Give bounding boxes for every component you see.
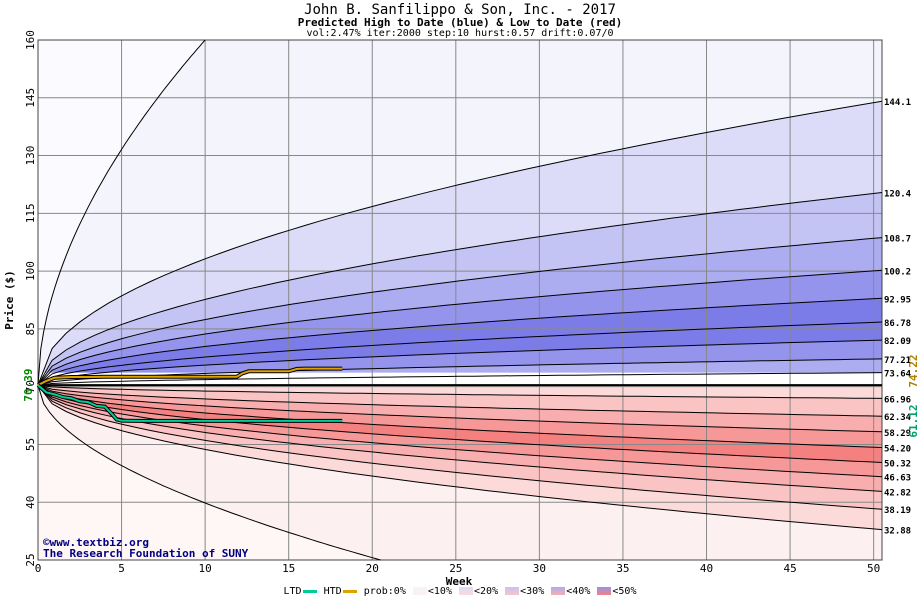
x-tick-label-45: 45 (783, 562, 796, 575)
high-curve-1 (37, 100, 883, 386)
x-tick-label-5: 5 (118, 562, 125, 575)
y-tick-label-100: 100 (24, 261, 37, 281)
curve-end-label-1: 120.4 (884, 190, 912, 200)
y-tick-label-25: 25 (24, 553, 37, 566)
high-curve-8 (37, 358, 883, 386)
x-tick-label-15: 15 (282, 562, 295, 575)
legend-ltd-swatch (302, 589, 317, 593)
curve-end-label-12: 54.20 (884, 445, 911, 455)
low-curve-7 (37, 384, 883, 510)
y-tick-label-115: 115 (24, 203, 37, 223)
chart-subtitle: Predicted High to Date (blue) & Low to D… (297, 16, 623, 29)
legend-prob-label: prob:0% (363, 586, 406, 597)
curve-end-label-13: 50.32 (884, 459, 911, 469)
watermark-org: The Research Foundation of SUNY (43, 547, 249, 560)
high-curve-0 (37, 39, 206, 386)
x-tick-label-40: 40 (700, 562, 713, 575)
legend-bin-swatch-3 (551, 587, 566, 595)
x-tick-label-0: 0 (35, 562, 42, 575)
curve-end-label-9: 66.96 (884, 395, 911, 405)
high-curve-9 (37, 372, 883, 386)
grid-lines (37, 39, 883, 561)
x-tick-label-30: 30 (533, 562, 546, 575)
curve-end-label-15: 42.82 (884, 488, 911, 498)
high-curve-3 (37, 237, 883, 386)
curve-end-label-10: 62.34 (884, 413, 912, 423)
y-tick-label-130: 130 (24, 146, 37, 166)
x-tick-label-35: 35 (616, 562, 629, 575)
axis-ticks: 0 5 10 15 20 25 30 35 40 45 50 25 40 55 70 85 100 115 130 1… (24, 30, 880, 575)
y-axis-label: Price ($) (3, 270, 16, 330)
high-curve-5 (37, 297, 883, 386)
htd-line (37, 367, 343, 387)
curve-end-label-8: 73.64 (884, 370, 912, 380)
curve-end-label-3: 100.2 (884, 267, 911, 277)
y-tick-label-85: 85 (24, 322, 37, 335)
low-curve-2 (37, 384, 883, 433)
high-curve-7 (37, 339, 883, 386)
x-tick-label-20: 20 (366, 562, 379, 575)
y-tick-label-145: 145 (24, 88, 37, 108)
legend-bin-1: <20% (474, 586, 499, 597)
curve-end-label-6: 82.09 (884, 337, 911, 347)
y-tick-label-160: 160 (24, 30, 37, 50)
current-low-label: 61.12 (907, 404, 920, 437)
legend-ltd-label: LTD (283, 586, 302, 597)
x-tick-label-50: 50 (867, 562, 880, 575)
legend-bin-3: <40% (566, 586, 591, 597)
x-tick-label-25: 25 (449, 562, 462, 575)
legend-bin-4: <50% (612, 586, 637, 597)
low-curve-1 (37, 384, 883, 417)
quantile-curves (37, 39, 883, 561)
high-curve-6 (37, 321, 883, 386)
x-axis-label: Week (446, 575, 473, 588)
low-curve-8 (37, 384, 883, 531)
watermark-site-text: www.textbiz.org (50, 536, 149, 549)
y-tick-label-55: 55 (24, 438, 37, 451)
curve-end-label-14: 46.63 (884, 474, 911, 484)
high-curve-4 (37, 269, 883, 386)
start-price-label: 70.39 (22, 368, 35, 401)
current-high-label: 74.22 (907, 354, 920, 387)
chart-title: John B. Sanfilippo & Son, Inc. - 2017 (304, 2, 616, 18)
chart-params: vol:2.47% iter:2000 step:10 hurst:0.57 d… (306, 28, 614, 39)
curve-end-label-16: 38.19 (884, 506, 911, 516)
high-curve-2 (37, 192, 883, 386)
low-band-1 (38, 385, 882, 399)
ltd-line (37, 384, 343, 422)
legend-bin-swatch-2 (505, 587, 520, 595)
legend-htd-swatch (342, 589, 357, 593)
curve-end-label-0: 144.1 (884, 98, 911, 108)
curve-end-labels: 144.1 120.4 108.7 100.2 92.95 86.78 82.09 77.21… (884, 98, 912, 536)
legend-htd-label: HTD (323, 586, 342, 597)
copyright-symbol: © (43, 536, 50, 549)
curve-end-label-11: 58.29 (884, 429, 911, 439)
legend-bin-swatch-1 (459, 587, 474, 595)
low-curve-6 (37, 384, 883, 492)
legend-bin-swatch-4 (597, 587, 612, 595)
low-curve-0 (37, 384, 883, 399)
low-curve-3 (37, 384, 883, 448)
watermark-site: ©www.textbiz.org (43, 536, 149, 549)
probability-bands (38, 40, 882, 560)
htd-ltd-series (36, 366, 343, 423)
legend-bin-0: <10% (427, 586, 452, 597)
x-tick-label-10: 10 (199, 562, 212, 575)
curve-end-label-7: 77.21 (884, 356, 911, 366)
curve-end-label-17: 32.88 (884, 527, 911, 537)
y-tick-label-70: 70 (24, 380, 37, 393)
legend-bin-2: <30% (520, 586, 545, 597)
curve-end-label-5: 86.78 (884, 319, 911, 329)
plot-border (37, 39, 883, 561)
low-curve-4 (37, 384, 883, 463)
legend: LTD HTD prob:0% <10% <20% <30% <40% <50% (0, 586, 920, 597)
low-curve-9 (37, 385, 381, 561)
legend-bin-swatch-0 (412, 587, 427, 595)
center-gap (38, 372, 882, 386)
y-tick-label-40: 40 (24, 496, 37, 509)
curve-end-label-2: 108.7 (884, 235, 911, 245)
curve-end-label-4: 92.95 (884, 295, 911, 305)
